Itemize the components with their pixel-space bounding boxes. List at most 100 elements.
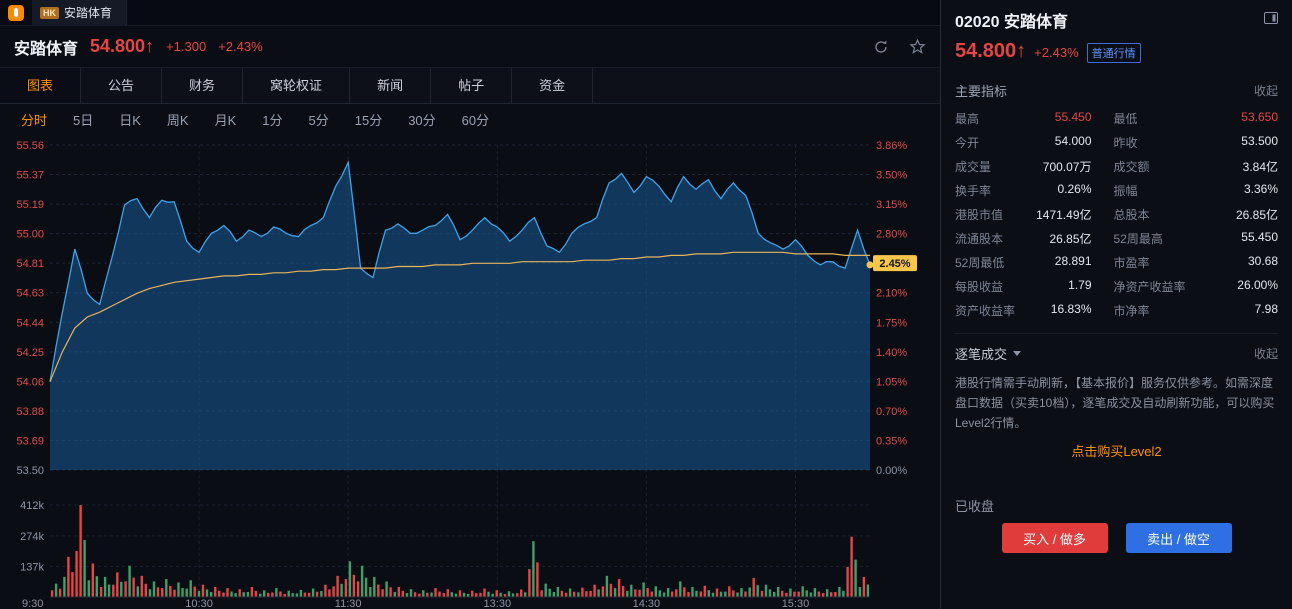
period-daily[interactable]: 日K: [119, 112, 141, 128]
indicator-value: 26.00%: [1237, 278, 1278, 292]
indicator-label: 昨收: [1113, 136, 1138, 150]
market-hk-badge: HK: [40, 6, 59, 19]
price-axis-label: 54.25: [16, 347, 44, 359]
time-axis-label: 10:30: [185, 598, 213, 609]
pct-axis-label: 1.05%: [876, 376, 907, 388]
period-5day[interactable]: 5日: [73, 112, 94, 128]
app-logo: [8, 4, 24, 21]
tab-news[interactable]: 新闻: [350, 68, 432, 103]
period-1min[interactable]: 1分: [262, 112, 283, 128]
pct-axis-label: 1.40%: [876, 347, 907, 359]
indicator-label: 今开: [955, 136, 980, 150]
period-30min[interactable]: 30分: [408, 112, 436, 128]
indicator-label: 港股市值: [955, 208, 1004, 222]
arrow-up-icon: ↑: [1016, 40, 1027, 62]
indicator-value: 54.000: [1054, 134, 1092, 148]
main-tab-bar: 图表 公告 财务 窝轮权证 新闻 帖子 资金: [0, 68, 940, 104]
indicator-label: 成交额: [1113, 160, 1150, 174]
price-axis-label: 54.06: [16, 376, 44, 388]
price-area: [50, 162, 870, 470]
tab-posts[interactable]: 帖子: [431, 68, 513, 103]
refresh-icon[interactable]: [873, 39, 889, 55]
pct-axis-label: 0.00%: [876, 465, 907, 477]
tab-capital[interactable]: 资金: [512, 68, 594, 103]
tab-warrants[interactable]: 窝轮权证: [243, 68, 351, 103]
buy-level2-link[interactable]: 点击购买Level2: [1071, 444, 1162, 460]
price-change-pct: +2.43%: [218, 39, 263, 54]
ticks-collapse-link[interactable]: 收起: [1253, 347, 1278, 361]
stock-name: 安踏体育: [14, 40, 79, 58]
indicator-label: 换手率: [955, 184, 992, 198]
price-axis-label: 53.69: [16, 435, 44, 447]
topbar: HK 安踏体育: [0, 0, 940, 26]
doc-tab-title: 安踏体育: [64, 6, 113, 20]
price-axis-label: 53.88: [16, 406, 44, 418]
period-monthly[interactable]: 月K: [214, 112, 237, 128]
main-area: HK 安踏体育 安踏体育 54.800↑ +1.300 +2.43% 图表 公告…: [0, 0, 940, 609]
quote-level-badge: 普通行情: [1086, 43, 1141, 63]
favorite-star-icon[interactable]: [909, 38, 926, 55]
price-axis-label: 55.37: [16, 170, 44, 182]
current-price: 54.800↑: [90, 36, 155, 56]
intraday-chart[interactable]: 55.56 3.86% 55.37 3.50% 55.19 3.15% 55.00 2.80%…: [0, 134, 940, 609]
indicators-collapse-link[interactable]: 收起: [1253, 84, 1278, 98]
indicator-value: 1471.49亿: [1036, 208, 1092, 222]
indicator-value: 0.26%: [1057, 182, 1092, 196]
indicator-value: 3.84亿: [1242, 160, 1278, 174]
time-axis-label: 14:30: [633, 598, 661, 609]
indicator-value: 16.83%: [1050, 302, 1092, 316]
tab-financials[interactable]: 财务: [162, 68, 244, 103]
pct-axis-label: 2.80%: [876, 229, 907, 241]
indicator-label: 最高: [955, 112, 980, 126]
pct-axis-label: 3.50%: [876, 170, 907, 182]
sell-short-button[interactable]: 卖出 / 做空: [1125, 523, 1232, 554]
time-axis-label: 15:30: [782, 598, 810, 609]
stock-header: 安踏体育 54.800↑ +1.300 +2.43%: [0, 26, 940, 68]
indicator-value: 55.450: [1241, 230, 1278, 244]
price-axis-label: 55.19: [16, 199, 44, 211]
indicator-label: 市净率: [1113, 304, 1150, 318]
period-5min[interactable]: 5分: [308, 112, 329, 128]
stock-doc-tab[interactable]: HK 安踏体育: [32, 0, 128, 26]
tab-chart[interactable]: 图表: [0, 68, 82, 103]
tick-trades-title[interactable]: 逐笔成交: [955, 347, 1008, 362]
period-weekly[interactable]: 周K: [166, 112, 189, 128]
indicator-label: 最低: [1113, 112, 1138, 126]
period-intraday[interactable]: 分时: [21, 112, 48, 128]
panel-change-pct: +2.43%: [1034, 45, 1079, 60]
market-status: 已收盘: [955, 499, 995, 515]
price-axis-label: 55.00: [16, 229, 44, 241]
indicator-value: 53.500: [1241, 134, 1278, 148]
current-price-dot: [866, 261, 874, 269]
indicator-value: 28.891: [1054, 254, 1092, 268]
price-axis-label: 54.81: [16, 258, 44, 270]
price-axis-label: 54.63: [16, 288, 44, 300]
indicator-label: 52周最低: [955, 256, 1005, 270]
indicator-label: 振幅: [1113, 184, 1138, 198]
indicators-grid: 最高 55.450 最低 53.650 今开 54.000 昨收 53.500 成交量 7…: [955, 110, 1278, 319]
time-axis-label: 11:30: [335, 598, 362, 609]
indicator-value: 700.07万: [1042, 160, 1092, 174]
panel-stock-title: 02020 安踏体育: [955, 14, 1068, 31]
pct-axis-label: 0.35%: [876, 435, 907, 447]
period-15min[interactable]: 15分: [354, 112, 383, 128]
period-60min[interactable]: 60分: [461, 112, 490, 128]
indicator-value: 7.98: [1254, 302, 1278, 316]
buy-long-button[interactable]: 买入 / 做多: [1001, 523, 1108, 554]
collapse-panel-icon[interactable]: [1264, 11, 1278, 29]
price-line: [49, 160, 871, 382]
quote-panel: 02020 安踏体育 54.800↑ +2.43% 普通行情 主要指标 收起 最…: [940, 0, 1292, 609]
intraday-chart-svg[interactable]: 55.56 3.86% 55.37 3.50% 55.19 3.15% 55.00 2.80%…: [0, 134, 940, 609]
pct-axis-label: 3.86%: [876, 140, 907, 152]
svg-text:2.45%: 2.45%: [879, 258, 910, 270]
indicator-value: 1.79: [1068, 278, 1092, 292]
indicator-label: 每股收益: [955, 280, 1004, 294]
price-change: +1.300: [166, 39, 207, 54]
pct-axis-label: 0.70%: [876, 406, 907, 418]
pct-axis-label: 1.75%: [876, 317, 907, 329]
indicator-value: 53.650: [1241, 110, 1278, 124]
level2-notice-text: 港股行情需手动刷新，【基本报价】服务仅供参考。如需深度盘口数据（买卖10档），逐…: [955, 376, 1275, 431]
indicator-label: 净资产收益率: [1113, 280, 1186, 294]
tab-announcements[interactable]: 公告: [81, 68, 163, 103]
